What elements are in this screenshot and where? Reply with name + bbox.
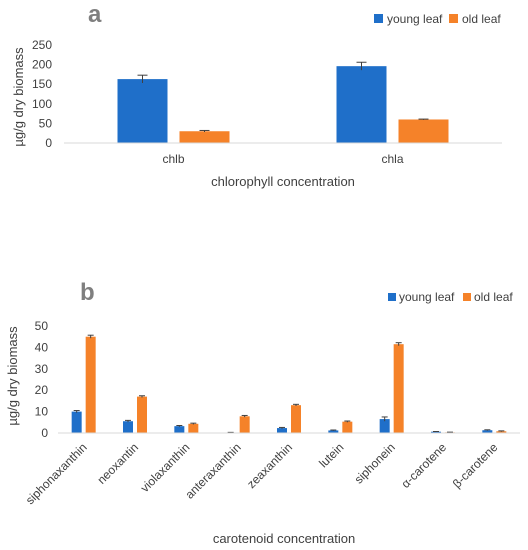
chart-panel-b: b young leaf old leaf µg/g dry biomass c…	[5, 279, 520, 546]
x-ticks-b: siphonaxanthin neoxantinviolaxanthinanter…	[23, 440, 501, 507]
y-tick-label: 20	[35, 383, 49, 397]
legend-swatch-young-leaf	[388, 293, 396, 301]
y-tick-label: 150	[32, 77, 52, 91]
legend-label-old-leaf: old leaf	[462, 12, 501, 26]
y-tick-label: 50	[39, 116, 53, 130]
y-ticks-b: 0 10 20 30 40 50	[35, 319, 49, 440]
y-tick-label: 100	[32, 97, 52, 111]
bar-old-leaf-0	[179, 131, 230, 143]
bar-old-leaf-1	[137, 396, 147, 433]
y-tick-label: 0	[45, 136, 52, 150]
legend-a: young leaf old leaf	[374, 12, 501, 26]
legend-swatch-young-leaf	[374, 14, 383, 23]
x-tick-label: neoxantin	[94, 440, 141, 487]
x-tick-label: α-carotene	[398, 440, 449, 491]
x-tick-label: chlb	[162, 152, 184, 166]
bar-young-leaf-4	[277, 428, 287, 433]
y-tick-label: 10	[35, 405, 49, 419]
y-axis-title-b: µg/g dry biomass	[5, 326, 20, 426]
legend-swatch-old-leaf	[463, 293, 471, 301]
x-tick-label: siphonein	[352, 440, 398, 486]
x-tick-label: β-carotene	[450, 440, 501, 491]
panel-letter-b: b	[80, 279, 95, 306]
bar-young-leaf-0	[117, 79, 168, 143]
legend-label-old-leaf: old leaf	[474, 290, 513, 304]
y-axis-title-a: µg/g dry biomass	[11, 47, 26, 147]
bar-old-leaf-8	[496, 431, 507, 433]
legend-b: young leaf old leaf	[388, 290, 513, 304]
bar-young-leaf-1	[123, 421, 133, 433]
x-tick-label: chla	[381, 152, 403, 166]
y-tick-label: 0	[41, 426, 48, 440]
x-ticks-a: chlb chla	[162, 152, 403, 166]
x-tick-label: violaxanthin	[138, 440, 193, 495]
x-tick-label: lutein	[316, 440, 346, 470]
x-axis-title-b: carotenoid concentration	[213, 531, 355, 546]
bar-old-leaf-6	[393, 344, 404, 433]
bars-a	[117, 61, 449, 143]
bar-old-leaf-1	[398, 119, 449, 143]
bar-old-leaf-3	[239, 416, 250, 433]
bar-old-leaf-4	[291, 405, 301, 433]
bars-b	[71, 334, 507, 434]
x-tick-label: siphonaxanthin	[23, 440, 90, 507]
y-tick-label: 40	[35, 340, 49, 354]
y-tick-label: 200	[32, 58, 52, 72]
legend-label-young-leaf: young leaf	[387, 12, 443, 26]
bar-young-leaf-5	[328, 430, 339, 433]
bar-old-leaf-5	[342, 421, 353, 433]
bar-young-leaf-6	[379, 419, 390, 433]
y-tick-label: 30	[35, 362, 49, 376]
bar-old-leaf-2	[188, 423, 199, 433]
y-tick-label: 50	[35, 319, 49, 333]
bar-young-leaf-2	[174, 426, 185, 433]
y-tick-label: 250	[32, 38, 52, 52]
bar-young-leaf-0	[71, 411, 82, 433]
y-ticks-a: 0 50 100 150 200 250	[32, 38, 52, 150]
x-axis-title-a: chlorophyll concentration	[211, 174, 355, 189]
legend-swatch-old-leaf	[449, 14, 458, 23]
chart-panel-a: a young leaf old leaf µg/g dry biomass c…	[11, 1, 502, 189]
x-tick-label: zeaxanthin	[244, 440, 295, 491]
bar-young-leaf-1	[336, 66, 387, 143]
bar-old-leaf-0	[85, 336, 96, 433]
bar-young-leaf-8	[482, 430, 493, 433]
legend-label-young-leaf: young leaf	[399, 290, 455, 304]
panel-letter-a: a	[88, 1, 102, 28]
bar-young-leaf-7	[431, 431, 441, 433]
